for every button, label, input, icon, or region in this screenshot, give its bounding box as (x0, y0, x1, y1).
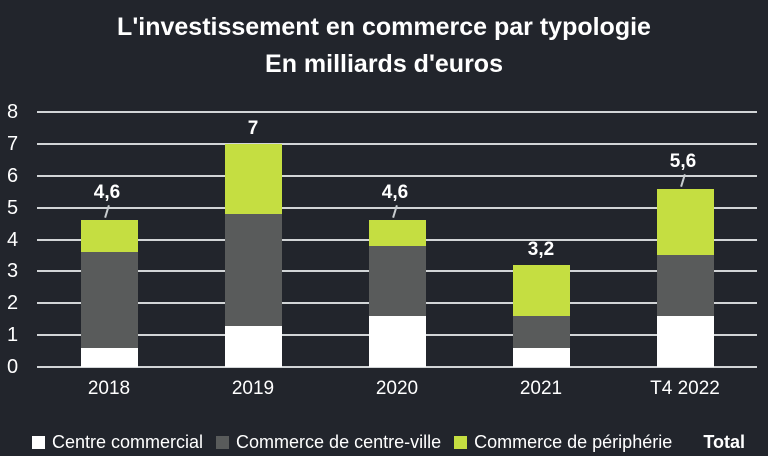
bar-segment-commerce-de-centre-ville (81, 252, 138, 348)
bar-segment-commerce-de-périphérie (657, 188, 714, 256)
legend-label-centre-commercial: Centre commercial (52, 431, 204, 452)
chart-title: L'investissement en commerce par typolog… (117, 13, 651, 41)
total-label-2020: 4,6 (381, 182, 409, 203)
x-axis-label-2021: 2021 (519, 378, 563, 399)
bar-t4-2022 (657, 188, 714, 368)
y-axis-label-2: 2 (7, 292, 19, 314)
gridline-6 (37, 175, 757, 177)
bar-segment-centre-commercial (81, 347, 138, 367)
gridline-7 (37, 143, 757, 145)
legend-item-centre-ville: Commerce de centre-ville (216, 432, 441, 453)
plot-area: 4,6 7 4,6 3,2 5,6 (37, 111, 757, 368)
legend: Centre commercial Commerce de centre-vil… (32, 429, 745, 455)
bar-segment-commerce-de-périphérie (369, 220, 426, 246)
bar-2021 (513, 265, 570, 367)
legend-label-centre-ville: Commerce de centre-ville (236, 431, 442, 452)
y-axis-label-1: 1 (7, 324, 19, 346)
bar-segment-commerce-de-centre-ville (513, 316, 570, 348)
y-axis-label-8: 8 (7, 101, 19, 123)
legend-label-peripherie: Commerce de périphérie (474, 431, 673, 452)
chart-title-block: L'investissement en commerce par typolog… (0, 9, 768, 83)
y-axis-label-3: 3 (7, 260, 19, 282)
total-label-2018: 4,6 (93, 182, 121, 203)
bar-segment-centre-commercial (225, 325, 282, 367)
legend-item-peripherie: Commerce de périphérie (454, 432, 672, 453)
bar-segment-commerce-de-centre-ville (225, 214, 282, 326)
bar-segment-commerce-de-périphérie (81, 220, 138, 253)
bar-segment-centre-commercial (657, 315, 714, 367)
y-axis-label-5: 5 (7, 197, 19, 219)
total-label-2019: 7 (247, 118, 259, 139)
legend-item-centre-commercial: Centre commercial (32, 432, 203, 453)
bar-segment-commerce-de-centre-ville (657, 255, 714, 316)
y-axis-label-6: 6 (7, 165, 19, 187)
total-label-t4-2022: 5,6 (669, 151, 697, 172)
legend-total-label: Total (703, 431, 745, 452)
bar-segment-centre-commercial (369, 316, 426, 367)
gridline-8 (37, 111, 757, 113)
chart-subtitle: En milliards d'euros (265, 50, 503, 78)
y-axis-label-7: 7 (7, 133, 19, 155)
total-label-2021: 3,2 (527, 239, 555, 260)
x-axis-label-t4-2022: T4 2022 (650, 378, 720, 399)
y-axis-label-4: 4 (7, 229, 19, 251)
legend-swatch-peripherie (454, 435, 468, 449)
y-axis-label-0: 0 (7, 356, 19, 378)
gridline-0 (37, 366, 757, 368)
x-axis-label-2019: 2019 (231, 378, 275, 399)
bar-2020 (369, 220, 426, 367)
y-axis: 0 1 2 3 4 5 6 7 8 (0, 101, 32, 378)
x-axis-label-2018: 2018 (87, 378, 131, 399)
legend-swatch-centre-commercial (32, 435, 45, 449)
bar-segment-commerce-de-périphérie (513, 265, 570, 316)
bar-2018 (81, 220, 138, 367)
bar-2019 (225, 143, 282, 367)
x-axis: 2018 2019 2020 2021 T4 2022 (37, 377, 757, 401)
bar-segment-centre-commercial (513, 347, 570, 367)
x-axis-label-2020: 2020 (375, 378, 419, 399)
bar-segment-commerce-de-centre-ville (369, 245, 426, 316)
legend-swatch-centre-ville (216, 435, 230, 449)
bar-segment-commerce-de-périphérie (225, 143, 282, 214)
